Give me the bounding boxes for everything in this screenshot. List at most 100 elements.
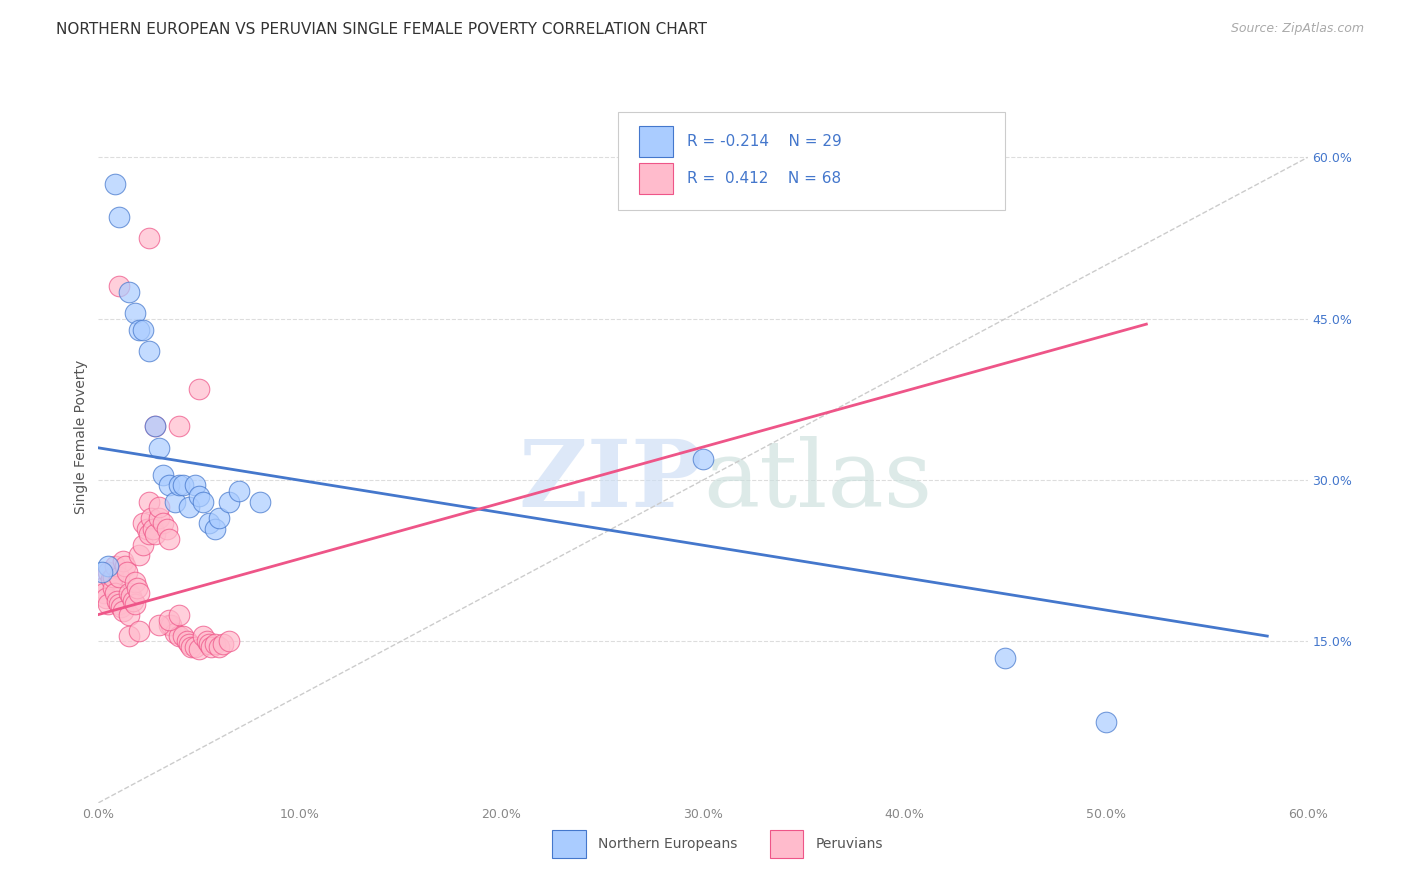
- Point: [101, 570, 124, 584]
- Point: [148, 618, 170, 632]
- Point: [195, 634, 218, 648]
- Point: [118, 629, 141, 643]
- Point: [157, 533, 180, 547]
- Point: [120, 589, 142, 603]
- Point: [188, 642, 211, 657]
- Text: NORTHERN EUROPEAN VS PERUVIAN SINGLE FEMALE POVERTY CORRELATION CHART: NORTHERN EUROPEAN VS PERUVIAN SINGLE FEM…: [56, 22, 707, 37]
- Point: [96, 591, 118, 606]
- Point: [994, 650, 1017, 665]
- Point: [91, 565, 114, 579]
- Point: [103, 586, 125, 600]
- Point: [107, 597, 129, 611]
- Point: [249, 494, 271, 508]
- Point: [143, 527, 166, 541]
- Point: [1095, 715, 1118, 730]
- Point: [157, 613, 180, 627]
- Point: [93, 586, 115, 600]
- Point: [167, 478, 190, 492]
- Point: [101, 581, 124, 595]
- Point: [172, 629, 194, 643]
- FancyBboxPatch shape: [638, 126, 673, 157]
- Text: Peruvians: Peruvians: [815, 837, 883, 851]
- Text: R =  0.412    N = 68: R = 0.412 N = 68: [688, 170, 841, 186]
- Point: [118, 607, 141, 622]
- Point: [128, 322, 150, 336]
- Point: [118, 285, 141, 299]
- Point: [212, 637, 235, 651]
- Point: [103, 178, 125, 192]
- Point: [139, 510, 162, 524]
- Point: [128, 586, 150, 600]
- Point: [208, 640, 231, 654]
- Point: [97, 559, 120, 574]
- Point: [132, 322, 155, 336]
- Text: R = -0.214    N = 29: R = -0.214 N = 29: [688, 134, 842, 149]
- Point: [167, 607, 190, 622]
- Point: [124, 597, 146, 611]
- Point: [97, 565, 120, 579]
- Point: [157, 618, 180, 632]
- Point: [124, 306, 146, 320]
- Point: [184, 640, 207, 654]
- Point: [97, 597, 120, 611]
- Point: [138, 231, 160, 245]
- FancyBboxPatch shape: [638, 163, 673, 194]
- Point: [208, 510, 231, 524]
- Point: [111, 604, 134, 618]
- Point: [163, 625, 186, 640]
- Point: [193, 494, 215, 508]
- Point: [105, 593, 128, 607]
- Point: [188, 382, 211, 396]
- Point: [179, 637, 201, 651]
- FancyBboxPatch shape: [619, 112, 1005, 211]
- Point: [198, 637, 221, 651]
- Point: [135, 521, 157, 535]
- Point: [156, 521, 179, 535]
- Point: [172, 478, 194, 492]
- Point: [160, 618, 183, 632]
- Text: ZIP: ZIP: [519, 436, 703, 526]
- Point: [110, 600, 132, 615]
- Point: [143, 419, 166, 434]
- Point: [228, 483, 250, 498]
- Point: [128, 549, 150, 563]
- Text: Northern Europeans: Northern Europeans: [598, 837, 737, 851]
- Point: [124, 575, 146, 590]
- Point: [204, 637, 226, 651]
- Point: [692, 451, 714, 466]
- Point: [91, 581, 114, 595]
- Point: [157, 478, 180, 492]
- Point: [125, 581, 148, 595]
- Point: [115, 565, 138, 579]
- Point: [167, 629, 190, 643]
- Point: [138, 344, 160, 359]
- Point: [148, 441, 170, 455]
- Point: [184, 478, 207, 492]
- Point: [132, 516, 155, 530]
- Point: [193, 629, 215, 643]
- FancyBboxPatch shape: [551, 830, 586, 858]
- Point: [132, 538, 155, 552]
- Point: [152, 516, 174, 530]
- Point: [107, 570, 129, 584]
- Point: [163, 494, 186, 508]
- Point: [114, 559, 136, 574]
- Point: [138, 494, 160, 508]
- Point: [103, 559, 125, 574]
- Text: atlas: atlas: [703, 436, 932, 526]
- Point: [152, 467, 174, 482]
- Point: [143, 419, 166, 434]
- Point: [188, 489, 211, 503]
- Point: [200, 640, 222, 654]
- Point: [118, 586, 141, 600]
- Point: [128, 624, 150, 638]
- Point: [198, 516, 221, 530]
- Point: [179, 500, 201, 514]
- Point: [218, 634, 240, 648]
- Point: [100, 572, 122, 586]
- Point: [138, 527, 160, 541]
- Point: [180, 640, 202, 654]
- Point: [148, 500, 170, 514]
- Y-axis label: Single Female Poverty: Single Female Poverty: [75, 360, 89, 514]
- Point: [111, 554, 134, 568]
